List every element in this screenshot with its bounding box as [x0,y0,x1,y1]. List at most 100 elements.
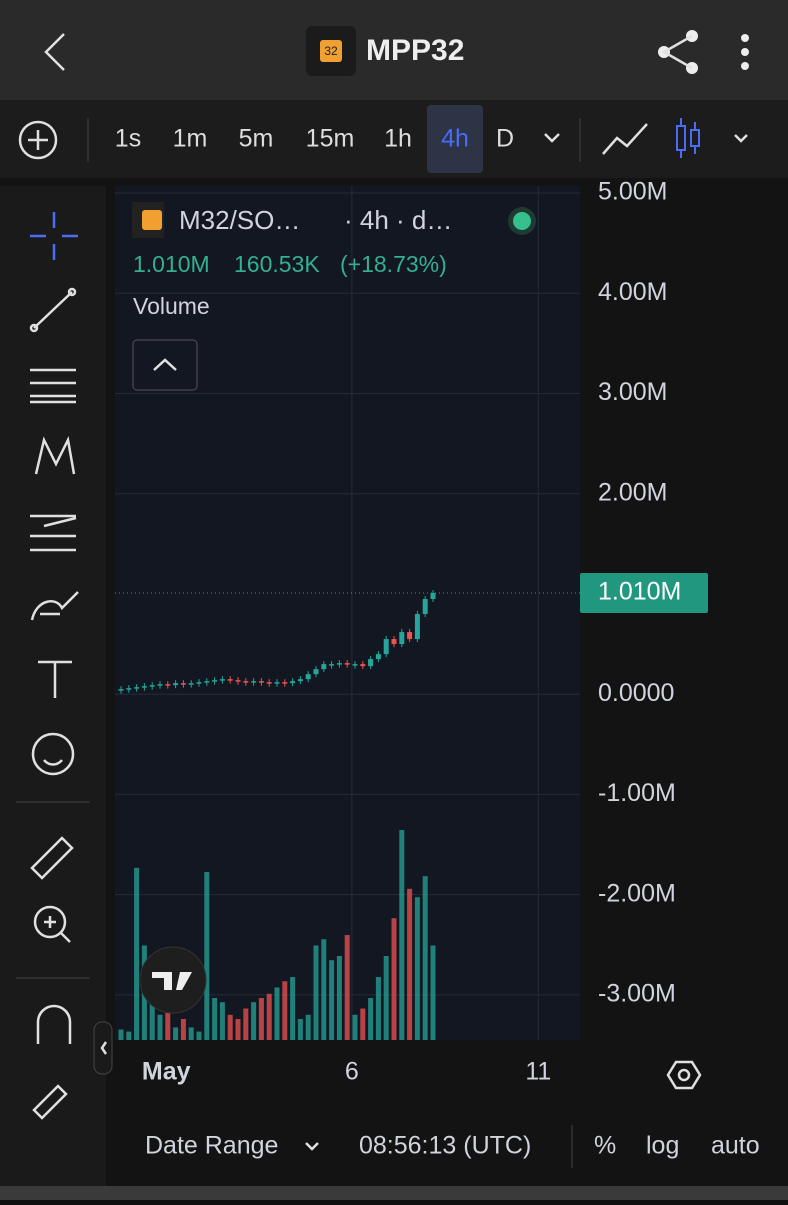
more-timeframes[interactable] [544,133,560,143]
timeframe[interactable]: 1m [173,125,208,153]
price-label: 3.00M [598,378,667,406]
menu-button[interactable] [741,34,749,70]
candle [391,639,397,645]
volume-bar [180,1019,186,1040]
candle [212,680,218,682]
title: MPP32 [366,34,464,67]
candle-chart-button[interactable] [676,118,700,158]
volume-bar [414,897,420,1040]
time-label: May [142,1058,191,1086]
volume-bar [383,956,389,1040]
volume-bar [235,1019,241,1040]
price-label: -1.00M [598,779,676,807]
chart-type-more[interactable] [734,134,748,143]
candle [321,664,327,670]
time-label: 6 [345,1058,359,1086]
price-label: 4.00M [598,278,667,306]
auto-button[interactable]: auto [711,1132,760,1160]
volume-bar [391,918,397,1040]
candle [258,681,264,683]
volume-bar [290,977,296,1040]
candle [173,683,179,686]
volume-bar [375,977,381,1040]
volume-bar [126,1031,132,1040]
volume-bar [196,1031,202,1040]
collapse-legend[interactable] [132,339,198,391]
candle [407,632,413,640]
candle [157,684,163,686]
candle [266,682,272,684]
volume-bar [399,830,405,1040]
timeframe[interactable]: 1s [115,125,141,153]
candle [274,682,280,684]
drawing-tools[interactable] [29,287,79,1120]
candle [251,681,257,683]
settings-button[interactable] [666,1060,702,1090]
candle [149,685,155,687]
candle [282,682,288,684]
legend-interval: · 4h · d… [344,205,452,235]
volume-bar [321,939,327,1040]
clock: 08:56:13 (UTC) [359,1132,531,1160]
symbol-badge [142,210,162,230]
candle [344,663,350,665]
volume-bar [313,945,319,1040]
candle [235,680,241,682]
volume-bar [204,872,210,1040]
volume-bar [329,960,335,1040]
candle [414,614,420,640]
active-timeframe-bg [427,105,483,173]
volume-bar [352,1014,358,1040]
candle [196,682,202,684]
tv-logo-mark [152,972,192,990]
tv-logo [139,946,207,1014]
timeframe[interactable]: 1h [384,125,412,153]
percent-button[interactable]: % [594,1132,616,1160]
home-indicator [0,1186,788,1200]
back-button[interactable] [44,33,65,71]
volume-bar [165,998,171,1040]
volume-bar [227,1014,233,1040]
candle [134,687,140,689]
timeframe[interactable]: 5m [239,125,274,153]
legend-symbol: M32/SO… [179,205,300,235]
volume-bar [266,993,272,1040]
volume-bar [118,1029,124,1040]
volume-bar [422,876,428,1040]
volume-bar [134,867,140,1040]
volume-bar [173,1027,179,1040]
timeframe[interactable]: 15m [306,125,355,153]
price-label: -3.00M [598,980,676,1008]
log-button[interactable]: log [646,1132,679,1160]
add-button[interactable] [18,120,58,160]
share-button[interactable] [658,30,698,74]
last-price-label: 1.010M [598,578,681,606]
volume-bar [219,1002,225,1040]
status-dot [513,212,531,230]
volume-bar [274,987,280,1040]
line-chart-button[interactable] [602,123,648,155]
legend-change-pct: (+18.73%) [340,251,447,277]
candle [422,598,428,615]
volume-bar [368,998,374,1040]
volume-bar [407,888,413,1040]
plot-area [115,186,580,1040]
top-bar [0,0,788,100]
badge-text: 32 [324,44,338,58]
candle [165,684,171,686]
time-label: 11 [525,1058,551,1086]
candle [430,592,436,599]
volume-bar [149,1002,155,1040]
volume-bar [251,1002,257,1040]
crosshair-tool[interactable] [30,212,78,260]
date-range[interactable]: Date Range [145,1132,278,1160]
volume-bar [297,1019,303,1040]
candle [204,681,210,683]
volume-bar [344,935,350,1040]
candle [399,632,405,645]
legend-price: 1.010M [133,251,210,277]
timeframe[interactable]: 4h [441,125,469,153]
timeframe[interactable]: D [496,125,514,153]
legend-change: 160.53K [234,251,320,277]
